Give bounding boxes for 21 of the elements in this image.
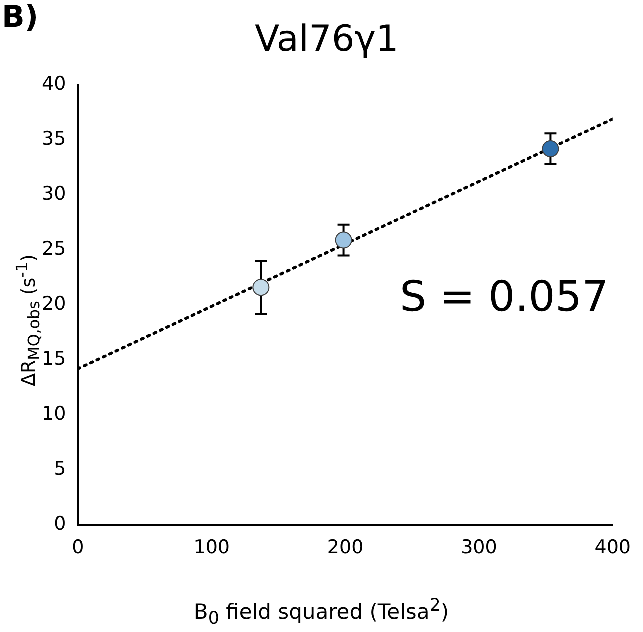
- annotation: S = 0.057: [400, 272, 609, 321]
- y-tick-label: 15: [42, 348, 66, 370]
- y-tick-label: 30: [42, 183, 66, 206]
- y-tick-label: 35: [42, 128, 66, 150]
- x-tick-label: 0: [72, 536, 84, 559]
- x-tick-label: 100: [194, 536, 230, 559]
- x-tick-label: 200: [327, 536, 364, 559]
- chart-title: Val76γ1: [255, 18, 399, 60]
- y-tick-label: 20: [42, 293, 66, 316]
- x-tick-label: 400: [594, 536, 631, 559]
- y-tick-label: 40: [42, 73, 66, 96]
- y-tick-label: 10: [42, 403, 66, 426]
- x-tick-label: 300: [461, 536, 498, 559]
- point: [252, 279, 270, 296]
- y-tick-label: 5: [54, 458, 66, 480]
- x-axis-title: B$_{0}$ field squared (Telsa$^{2}$): [192, 596, 450, 630]
- text: B): [2, 0, 39, 35]
- point: [542, 140, 560, 158]
- y-tick-label: 25: [42, 238, 66, 260]
- point: [335, 232, 352, 249]
- y-tick-label: 0: [54, 513, 66, 536]
